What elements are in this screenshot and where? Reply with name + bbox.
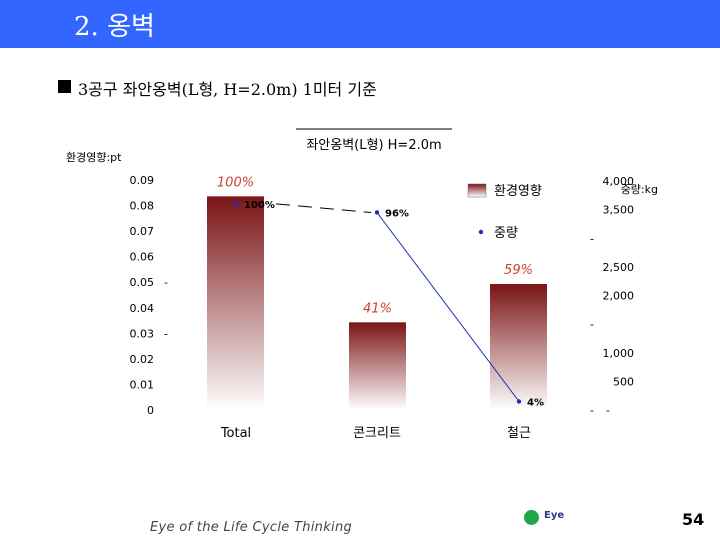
left-tick-label: 0.02	[130, 353, 155, 366]
legend-swatch-line	[478, 229, 484, 235]
series-line-segment	[275, 203, 372, 213]
line-value-label: 100%	[244, 200, 275, 211]
chart-title: 좌안옹벽(L형) H=2.0m	[306, 138, 441, 153]
right-tick-label: 4,000	[603, 175, 635, 188]
left-tick-dash: -	[164, 276, 168, 289]
right-tick-dash: -	[590, 232, 594, 245]
left-tick-label: 0.09	[130, 174, 155, 187]
left-tick-label: 0	[147, 404, 154, 417]
bar-value-label: 100%	[217, 175, 254, 190]
bullet-square-icon	[58, 80, 71, 93]
right-tick-dash: -	[590, 404, 594, 417]
line-value-label: 96%	[385, 208, 409, 219]
bar	[490, 284, 547, 410]
left-tick-label: 0.07	[130, 225, 155, 238]
bar-value-label: 59%	[504, 263, 533, 278]
bar	[349, 322, 406, 410]
page-title: 2. 옹벽	[74, 12, 155, 42]
subtitle-text: 3공구 좌안옹벽(L형, H=2.0m) 1미터 기준	[78, 80, 377, 99]
series-line-segment	[376, 212, 520, 402]
logo-dot-icon	[524, 510, 539, 525]
legend-label: 환경영향	[494, 184, 542, 199]
bar	[207, 196, 264, 410]
right-axis-unit: 중량:kg	[621, 183, 658, 196]
header-bar: 2. 옹벽	[0, 0, 720, 48]
brand-logo: Eye	[524, 510, 572, 526]
right-tick-dash: -	[606, 404, 610, 417]
page-number: 54	[682, 510, 705, 529]
category-label: 콘크리트	[353, 426, 401, 441]
line-point	[233, 201, 239, 207]
right-tick-label: 1,000	[603, 347, 635, 360]
logo-text: Eye	[544, 510, 565, 521]
line-point	[374, 210, 380, 215]
left-tick-label: 0.01	[130, 378, 155, 391]
right-tick-label: 3,500	[603, 204, 635, 217]
legend-swatch-bar	[467, 183, 487, 198]
right-tick-label: 500	[613, 375, 634, 388]
footer-tagline: Eye of the Life Cycle Thinking	[150, 520, 353, 535]
legend-label: 중량	[494, 226, 518, 241]
left-tick-label: 0.08	[130, 200, 155, 213]
left-tick-dash: -	[164, 327, 168, 340]
right-tick-label: 2,500	[603, 261, 635, 274]
left-tick-label: 0.06	[130, 251, 155, 264]
left-axis-unit: 환경영향:pt	[66, 151, 122, 164]
line-value-label: 4%	[527, 397, 544, 408]
left-tick-label: 0.03	[130, 327, 155, 340]
right-tick-dash: -	[590, 318, 594, 331]
category-label: 철근	[507, 426, 531, 441]
left-tick-label: 0.05	[130, 276, 155, 289]
left-tick-label: 0.04	[130, 302, 155, 315]
line-point	[516, 399, 522, 404]
right-tick-label: 2,000	[603, 290, 635, 303]
bar-value-label: 41%	[363, 301, 392, 316]
category-label: Total	[220, 426, 251, 441]
